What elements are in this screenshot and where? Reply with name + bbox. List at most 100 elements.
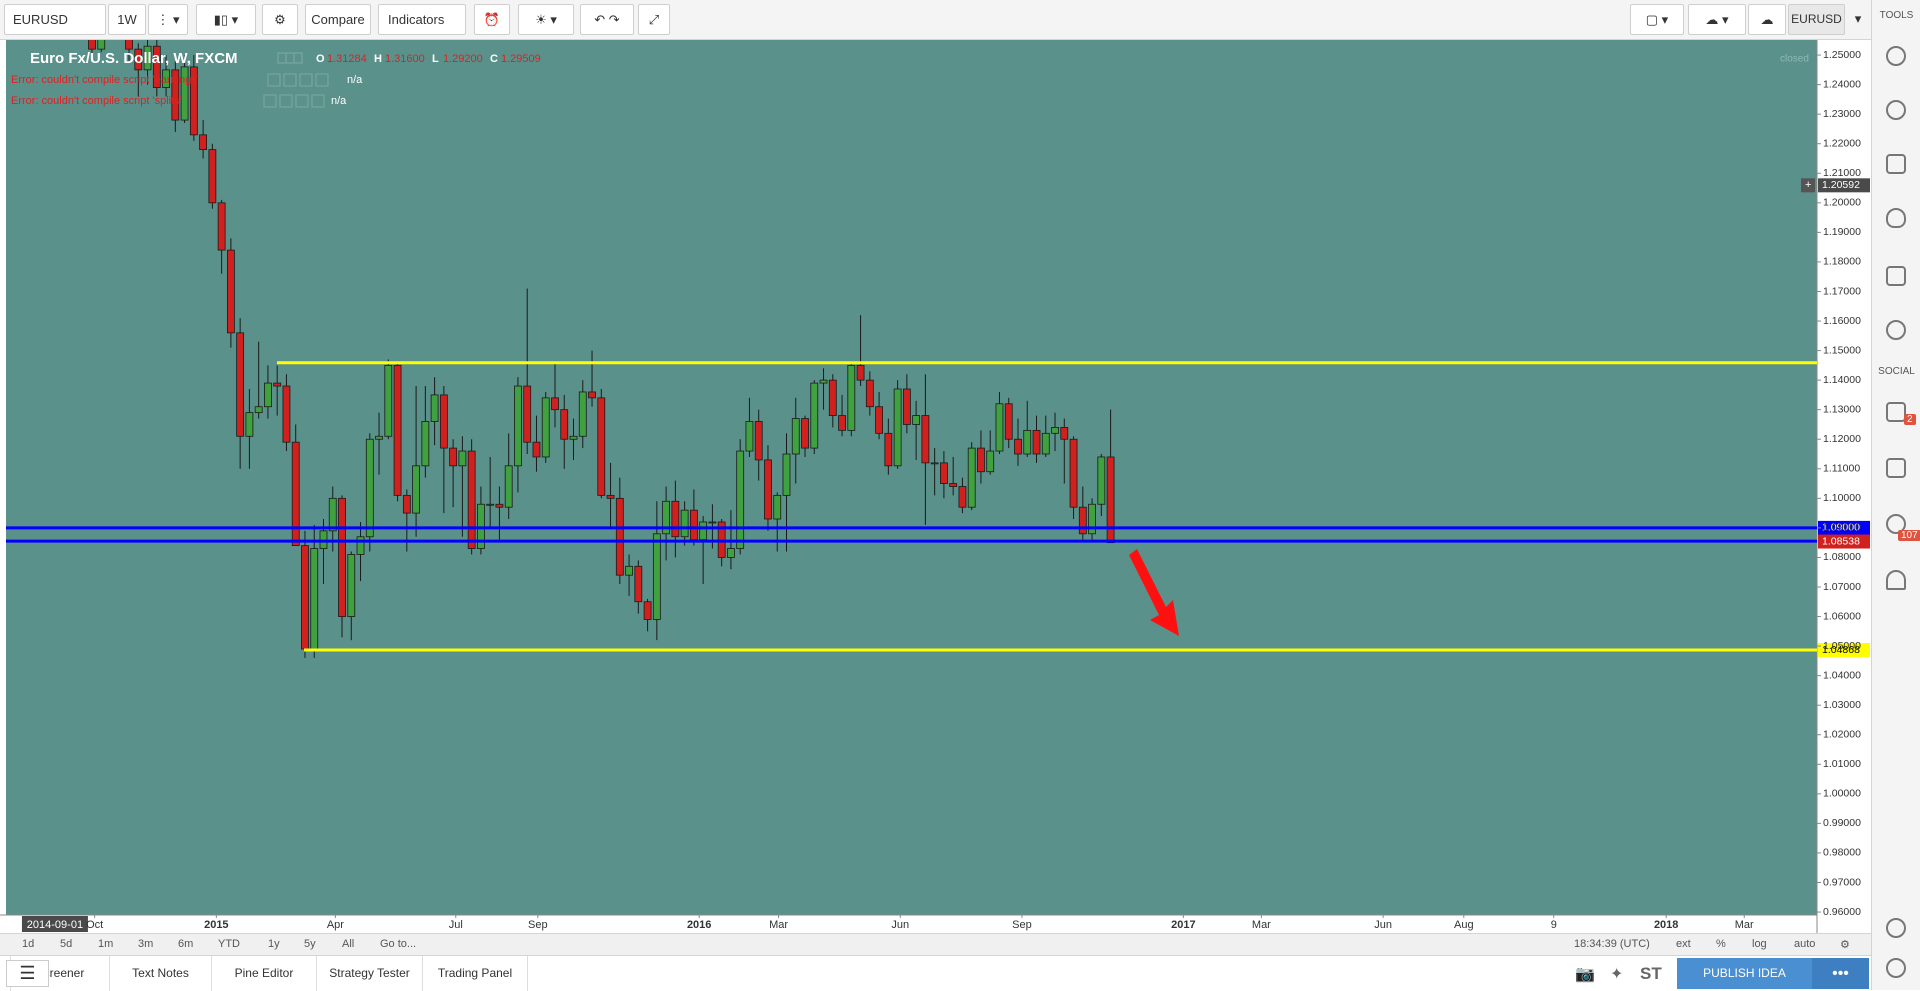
- error-button: [299, 73, 313, 87]
- candle-body: [338, 497, 346, 617]
- snapshot-icon[interactable]: 📷: [1575, 966, 1595, 983]
- ideas-button[interactable]: ☀ ▾: [518, 4, 574, 35]
- error-value: n/a: [331, 95, 347, 107]
- scale-option[interactable]: log: [1752, 938, 1767, 950]
- candle-body: [356, 536, 365, 555]
- candle-body: [615, 497, 624, 576]
- x-tick-label: Jun: [1374, 919, 1392, 931]
- y-tick-label: 1.22000: [1823, 138, 1861, 150]
- candle-body: [810, 382, 819, 449]
- y-tick-label: 0.97000: [1823, 876, 1861, 888]
- y-tick-label: 1.08000: [1823, 551, 1861, 563]
- tab[interactable]: Pine Editor: [212, 956, 317, 991]
- error-text: Error: couldn't compile script 'splits': [11, 95, 182, 107]
- crosshair-plus-sign: +: [1805, 179, 1811, 191]
- chat-icon[interactable]: [1886, 402, 1906, 422]
- candle-body: [1069, 438, 1078, 508]
- price-label: 1.09000: [1822, 522, 1860, 534]
- scale-option[interactable]: ext: [1676, 938, 1691, 950]
- tab[interactable]: Text Notes: [110, 956, 212, 991]
- help-icon[interactable]: [1886, 958, 1906, 978]
- error-button: [311, 94, 325, 108]
- range-button[interactable]: 1y: [268, 938, 280, 950]
- layout-button[interactable]: ▢ ▾: [1630, 4, 1684, 35]
- candle-body: [236, 332, 245, 437]
- indicators-button[interactable]: Indicators: [378, 4, 466, 35]
- candle-body: [430, 394, 439, 422]
- tab[interactable]: Trading Panel: [423, 956, 528, 991]
- scale-option[interactable]: auto: [1794, 938, 1816, 950]
- load-button[interactable]: ☁ ▾: [1688, 4, 1746, 35]
- range-button[interactable]: 1d: [22, 938, 35, 950]
- settings-button[interactable]: ⚙: [262, 4, 298, 35]
- chart: 1.048681.090001.085501.08538+1.205922014…: [0, 40, 1871, 933]
- streams-icon[interactable]: [1886, 514, 1906, 534]
- range-button[interactable]: 3m: [138, 938, 154, 950]
- candle-body: [736, 450, 745, 549]
- bug-icon[interactable]: [1886, 918, 1906, 938]
- y-tick-label: 1.15000: [1823, 344, 1861, 356]
- range-button[interactable]: 5y: [304, 938, 316, 950]
- candle-body: [1023, 429, 1032, 455]
- list-icon[interactable]: [1886, 154, 1906, 174]
- watch-menu[interactable]: ▾: [1854, 11, 1862, 26]
- x-tick-label: Mar: [1735, 919, 1754, 931]
- compare-button[interactable]: Compare: [305, 4, 371, 35]
- candle-body: [143, 45, 152, 71]
- clock-icon[interactable]: [1886, 100, 1906, 120]
- alerts-icon[interactable]: [1886, 570, 1906, 590]
- clock: 18:34:39 (UTC): [1574, 938, 1650, 950]
- twitter-icon[interactable]: ✦: [1610, 966, 1624, 983]
- candle-body: [828, 379, 837, 416]
- publish-button[interactable]: PUBLISH IDEA: [1677, 958, 1812, 989]
- candle-body: [865, 379, 874, 408]
- user-initials[interactable]: ST: [1640, 964, 1662, 983]
- candle-body: [310, 548, 319, 650]
- calendar-icon[interactable]: [1886, 266, 1906, 286]
- publish-menu[interactable]: •••: [1812, 958, 1869, 989]
- crosshair-plus: [1801, 178, 1815, 193]
- goto-button[interactable]: Go to...: [380, 938, 417, 950]
- range-button[interactable]: YTD: [218, 938, 240, 950]
- save-button[interactable]: ☁: [1748, 4, 1786, 35]
- private-chat-icon[interactable]: [1886, 458, 1906, 478]
- candle-body: [1014, 438, 1022, 455]
- candle-body: [384, 364, 393, 437]
- menu-button[interactable]: ☰: [6, 960, 49, 987]
- candle-body: [680, 509, 689, 538]
- range-button[interactable]: 1m: [98, 938, 114, 950]
- y-tick-label: 1.19000: [1823, 226, 1861, 238]
- range-button[interactable]: All: [342, 938, 355, 950]
- candle-body: [208, 149, 217, 204]
- candle-body: [273, 382, 282, 387]
- candle-body: [671, 500, 680, 538]
- x-tick-label: Sep: [1012, 919, 1032, 931]
- error-button: [295, 94, 309, 108]
- candle-body: [949, 483, 958, 487]
- ideas-icon[interactable]: [1886, 320, 1906, 340]
- candle-body: [541, 397, 550, 458]
- candle-body: [643, 601, 652, 620]
- error-button: [263, 94, 277, 108]
- y-tick-label: 1.12000: [1823, 433, 1861, 445]
- chart-style-button[interactable]: ▮▯ ▾: [196, 4, 256, 35]
- candle-body: [569, 435, 578, 440]
- range-button[interactable]: 6m: [178, 938, 194, 950]
- menu-button[interactable]: ⋮ ▾: [148, 4, 188, 35]
- watch-symbol[interactable]: EURUSD: [1788, 4, 1845, 35]
- candle-body: [97, 40, 106, 50]
- fullscreen-button[interactable]: ⤢: [638, 4, 670, 35]
- alert-button[interactable]: ⏰: [474, 4, 510, 35]
- interval-button[interactable]: 1W: [108, 4, 146, 35]
- price-label-bg: [1818, 642, 1870, 657]
- candle-body: [264, 382, 272, 408]
- tools-label: TOOLS: [1879, 10, 1914, 21]
- range-button[interactable]: 5d: [60, 938, 73, 950]
- undo-redo[interactable]: ↶ ↷: [580, 4, 634, 35]
- tab[interactable]: Strategy Tester: [317, 956, 423, 991]
- hot-icon[interactable]: [1886, 208, 1906, 228]
- scale-option[interactable]: %: [1716, 938, 1726, 950]
- search-icon[interactable]: [1886, 46, 1906, 66]
- symbol-input[interactable]: EURUSD: [4, 4, 106, 35]
- y-tick-label: 0.96000: [1823, 906, 1861, 918]
